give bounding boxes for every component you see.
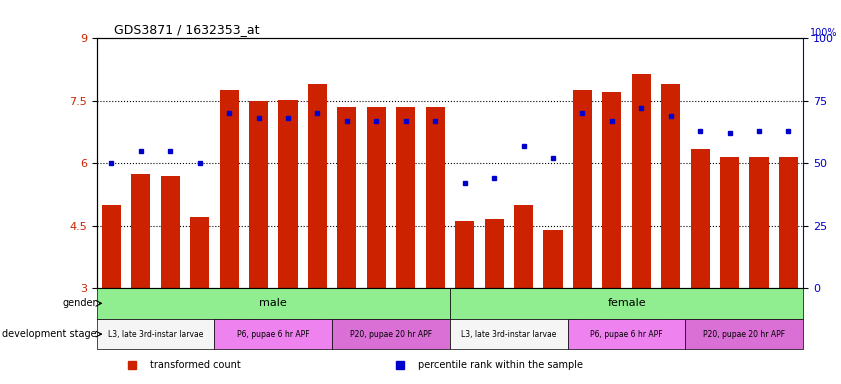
Bar [573, 90, 592, 288]
Bar [661, 84, 680, 288]
Bar [249, 101, 268, 288]
Text: 100%: 100% [810, 28, 838, 38]
Bar [450, 319, 568, 349]
Bar [685, 319, 803, 349]
Bar [396, 107, 415, 288]
Bar [690, 149, 710, 288]
Bar [484, 219, 504, 288]
Bar [514, 205, 533, 288]
Bar [190, 217, 209, 288]
Text: L3, late 3rd-instar larvae: L3, late 3rd-instar larvae [108, 329, 204, 339]
Bar [97, 288, 450, 319]
Text: P20, pupae 20 hr APF: P20, pupae 20 hr APF [703, 329, 785, 339]
Bar [749, 157, 769, 288]
Text: female: female [607, 298, 646, 308]
Text: male: male [260, 298, 287, 308]
Bar [161, 176, 180, 288]
Bar [308, 84, 327, 288]
Text: transformed count: transformed count [150, 360, 241, 370]
Bar [278, 100, 298, 288]
Bar [102, 205, 121, 288]
Text: GDS3871 / 1632353_at: GDS3871 / 1632353_at [114, 23, 259, 36]
Bar [214, 319, 332, 349]
Bar [426, 107, 445, 288]
Bar [450, 288, 803, 319]
Bar [367, 107, 386, 288]
Text: development stage: development stage [2, 329, 97, 339]
Bar [220, 90, 239, 288]
Text: percentile rank within the sample: percentile rank within the sample [418, 360, 583, 370]
Bar [455, 222, 474, 288]
Bar [131, 174, 151, 288]
Bar [632, 74, 651, 288]
Bar [97, 319, 214, 349]
Bar [568, 319, 685, 349]
Bar [543, 230, 563, 288]
Text: gender: gender [62, 298, 97, 308]
Text: P6, pupae 6 hr APF: P6, pupae 6 hr APF [237, 329, 309, 339]
Bar [332, 319, 450, 349]
Bar [337, 107, 357, 288]
Text: P20, pupae 20 hr APF: P20, pupae 20 hr APF [350, 329, 432, 339]
Text: L3, late 3rd-instar larvae: L3, late 3rd-instar larvae [461, 329, 557, 339]
Bar [779, 157, 798, 288]
Bar [720, 157, 739, 288]
Text: P6, pupae 6 hr APF: P6, pupae 6 hr APF [590, 329, 663, 339]
Bar [602, 92, 621, 288]
